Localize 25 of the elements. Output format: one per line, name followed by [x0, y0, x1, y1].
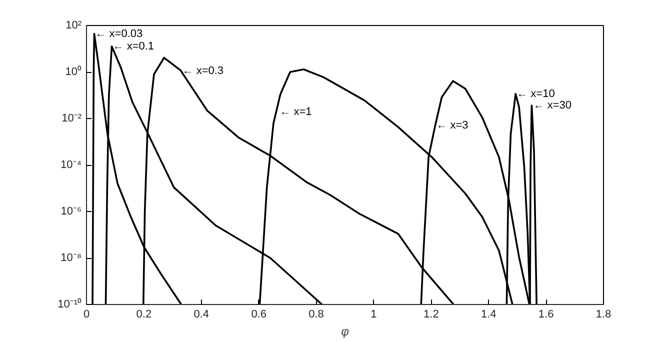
annotation: ← x=3 — [436, 120, 468, 132]
x-tick-label: 0.6 — [251, 308, 266, 320]
y-tick-label: 10⁻⁸ — [60, 252, 82, 264]
x-tick-label: 1.8 — [596, 308, 612, 320]
x-tick-label: 1.6 — [538, 308, 554, 320]
x-tick-label: 1.2 — [424, 308, 439, 320]
annotation: ← x=10 — [516, 88, 555, 100]
x-tick-label: 1 — [370, 308, 377, 320]
x-tick-label: 0 — [83, 308, 90, 320]
annotation: ← x=0.1 — [112, 40, 154, 52]
y-tick-label: 10⁻² — [62, 112, 82, 124]
x-axis-title: φ — [341, 324, 350, 338]
y-tick-label: 10² — [66, 20, 82, 32]
annotation: ← x=0.03 — [95, 28, 143, 40]
x-tick-label: 0.2 — [136, 308, 152, 320]
y-tick-label: 10⁻¹⁰ — [58, 298, 82, 310]
x-tick-label: 0.8 — [308, 308, 324, 320]
x-tick-label: 0.4 — [194, 308, 210, 320]
y-tick-label: 10⁻⁶ — [60, 206, 82, 218]
annotation: ← x=30 — [533, 100, 572, 112]
y-tick-label: 10⁰ — [65, 65, 82, 78]
y-tick-label: 10⁻⁴ — [60, 159, 82, 171]
annotation: ← x=0.3 — [182, 65, 224, 78]
x-tick-label: 1.4 — [480, 308, 496, 320]
annotation: ← x=1 — [280, 106, 312, 118]
